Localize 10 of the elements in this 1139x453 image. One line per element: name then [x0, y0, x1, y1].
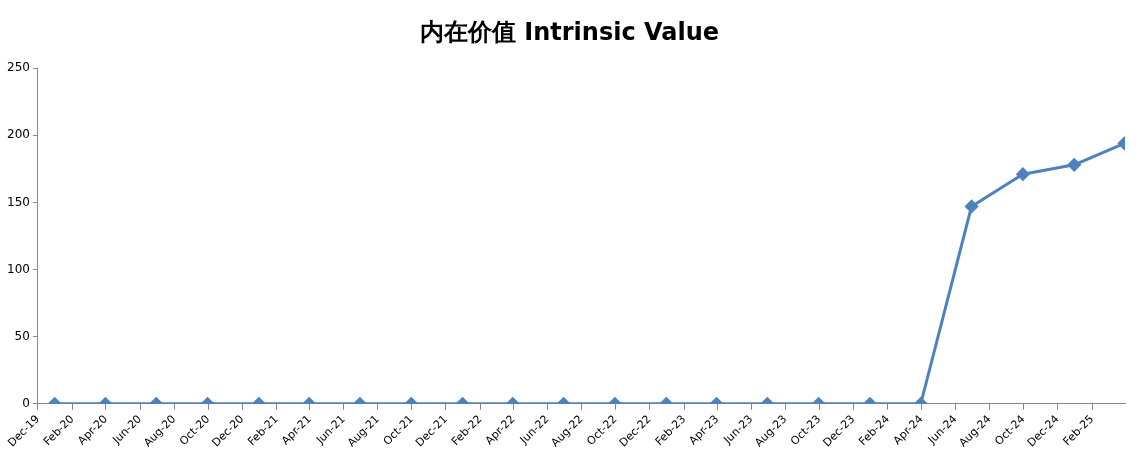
y-tick-label: 50	[14, 328, 30, 343]
point	[1016, 167, 1030, 181]
y-tick-label: 100	[7, 261, 30, 276]
y-tick-label: 250	[7, 60, 30, 75]
point	[1067, 158, 1081, 172]
y-tick-label: 0	[22, 395, 30, 410]
point	[965, 199, 979, 213]
chart-title: 内在价值 Intrinsic Value	[418, 17, 721, 48]
y-tick-label: 150	[7, 194, 30, 209]
y-tick-label: 200	[7, 127, 30, 142]
